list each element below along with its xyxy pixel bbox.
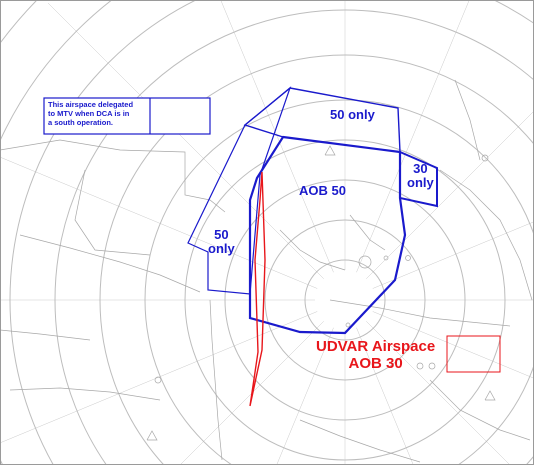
boundary-line bbox=[74, 169, 151, 256]
radial-line bbox=[372, 311, 534, 379]
east-notch-label-line: 30 bbox=[413, 161, 428, 176]
triangle-marker bbox=[484, 390, 496, 401]
udvar-airspace-box bbox=[446, 335, 501, 373]
west-sector-label: 50 only bbox=[208, 227, 235, 257]
radial-line bbox=[356, 0, 470, 273]
east-notch-label-line: only bbox=[407, 175, 434, 191]
landmark-marker bbox=[428, 362, 436, 370]
road-feature bbox=[19, 234, 201, 293]
boundary-line bbox=[299, 419, 421, 463]
east-notch-boundary bbox=[399, 150, 438, 208]
delegation-note-line: a south operation. bbox=[48, 118, 114, 127]
core-aob-50-boundary bbox=[248, 135, 407, 335]
core-sector-label: AOB 50 bbox=[299, 183, 346, 198]
landmark-marker bbox=[405, 255, 411, 261]
delegation-note-line: to MTV when DCA is in bbox=[48, 109, 130, 118]
udvar-airspace-label: UDVAR Airspace AOB 30 bbox=[316, 338, 436, 372]
radial-line bbox=[372, 221, 534, 289]
landmark-marker bbox=[416, 362, 424, 370]
west-sector-label-line: only bbox=[208, 241, 235, 257]
radial-line bbox=[356, 327, 414, 465]
udvar-boundary-line bbox=[249, 171, 266, 407]
west-sector-boundary bbox=[187, 86, 292, 295]
radial-line bbox=[366, 110, 534, 279]
landmark-marker bbox=[383, 255, 389, 261]
range-ring bbox=[144, 99, 534, 465]
radial-line bbox=[220, 0, 334, 273]
background-map-features bbox=[0, 79, 533, 463]
delegation-note-line: This airspace delegated bbox=[48, 100, 134, 109]
radial-line bbox=[276, 327, 334, 465]
boundary-line bbox=[454, 79, 481, 161]
radial-line bbox=[0, 156, 318, 289]
east-notch-label: 30 only bbox=[407, 161, 434, 191]
radial-line bbox=[179, 321, 324, 465]
boundary-line bbox=[0, 329, 91, 341]
coastline-feature bbox=[0, 139, 226, 213]
road-feature bbox=[9, 387, 161, 401]
road-feature bbox=[329, 299, 511, 327]
radial-line bbox=[0, 311, 318, 444]
delegated-airspace-sectors bbox=[187, 86, 438, 335]
road-feature bbox=[429, 379, 531, 441]
road-feature bbox=[279, 229, 346, 271]
landmark-marker bbox=[345, 322, 351, 328]
west-sector-label-line: 50 bbox=[214, 227, 229, 242]
radial-line bbox=[366, 321, 511, 465]
delegation-note-text: This airspace delegated to MTV when DCA … bbox=[48, 100, 133, 127]
road-feature bbox=[349, 214, 386, 251]
north-sector-label: 50 only bbox=[330, 107, 375, 122]
udvar-airspace-label-line: AOB 30 bbox=[348, 354, 403, 372]
landmark-marker bbox=[481, 154, 489, 162]
delegation-note-box bbox=[43, 97, 211, 135]
udvar-airspace-label-line: UDVAR Airspace bbox=[316, 338, 436, 355]
triangle-marker bbox=[324, 145, 336, 156]
landmark-marker bbox=[358, 255, 372, 269]
road-feature bbox=[209, 299, 223, 461]
road-feature bbox=[439, 169, 533, 301]
radial-line bbox=[47, 2, 324, 279]
landmark-marker bbox=[154, 376, 162, 384]
triangle-marker bbox=[146, 430, 158, 441]
